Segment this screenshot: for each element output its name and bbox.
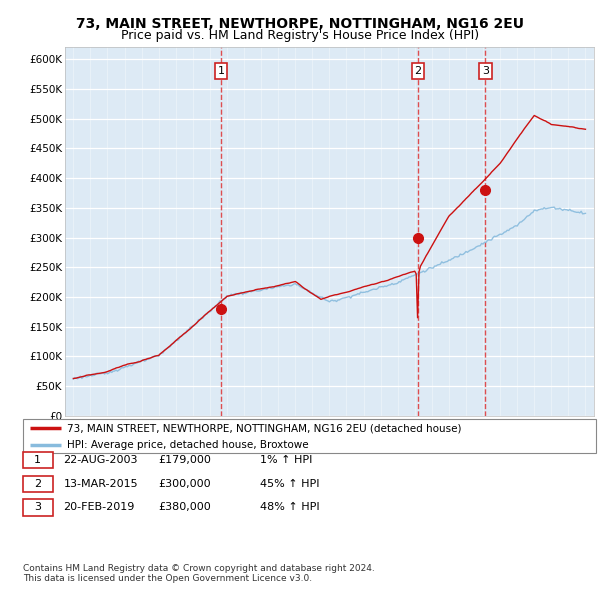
Text: Contains HM Land Registry data © Crown copyright and database right 2024.
This d: Contains HM Land Registry data © Crown c… [23, 563, 374, 583]
Text: 3: 3 [482, 66, 489, 76]
Text: 1: 1 [217, 66, 224, 76]
Text: 45% ↑ HPI: 45% ↑ HPI [260, 479, 319, 489]
Text: 73, MAIN STREET, NEWTHORPE, NOTTINGHAM, NG16 2EU (detached house): 73, MAIN STREET, NEWTHORPE, NOTTINGHAM, … [67, 424, 462, 434]
Text: 1: 1 [34, 455, 41, 465]
Text: 2: 2 [34, 479, 41, 489]
Text: 3: 3 [34, 503, 41, 512]
Text: £300,000: £300,000 [158, 479, 211, 489]
Text: 2: 2 [415, 66, 422, 76]
Text: £179,000: £179,000 [158, 455, 211, 465]
Text: HPI: Average price, detached house, Broxtowe: HPI: Average price, detached house, Brox… [67, 440, 309, 450]
Text: 13-MAR-2015: 13-MAR-2015 [64, 479, 138, 489]
Text: Price paid vs. HM Land Registry's House Price Index (HPI): Price paid vs. HM Land Registry's House … [121, 29, 479, 42]
Text: 22-AUG-2003: 22-AUG-2003 [64, 455, 138, 465]
Text: 48% ↑ HPI: 48% ↑ HPI [260, 503, 319, 512]
Text: 73, MAIN STREET, NEWTHORPE, NOTTINGHAM, NG16 2EU: 73, MAIN STREET, NEWTHORPE, NOTTINGHAM, … [76, 17, 524, 31]
Text: 20-FEB-2019: 20-FEB-2019 [64, 503, 135, 512]
Text: £380,000: £380,000 [158, 503, 211, 512]
Text: 1% ↑ HPI: 1% ↑ HPI [260, 455, 312, 465]
